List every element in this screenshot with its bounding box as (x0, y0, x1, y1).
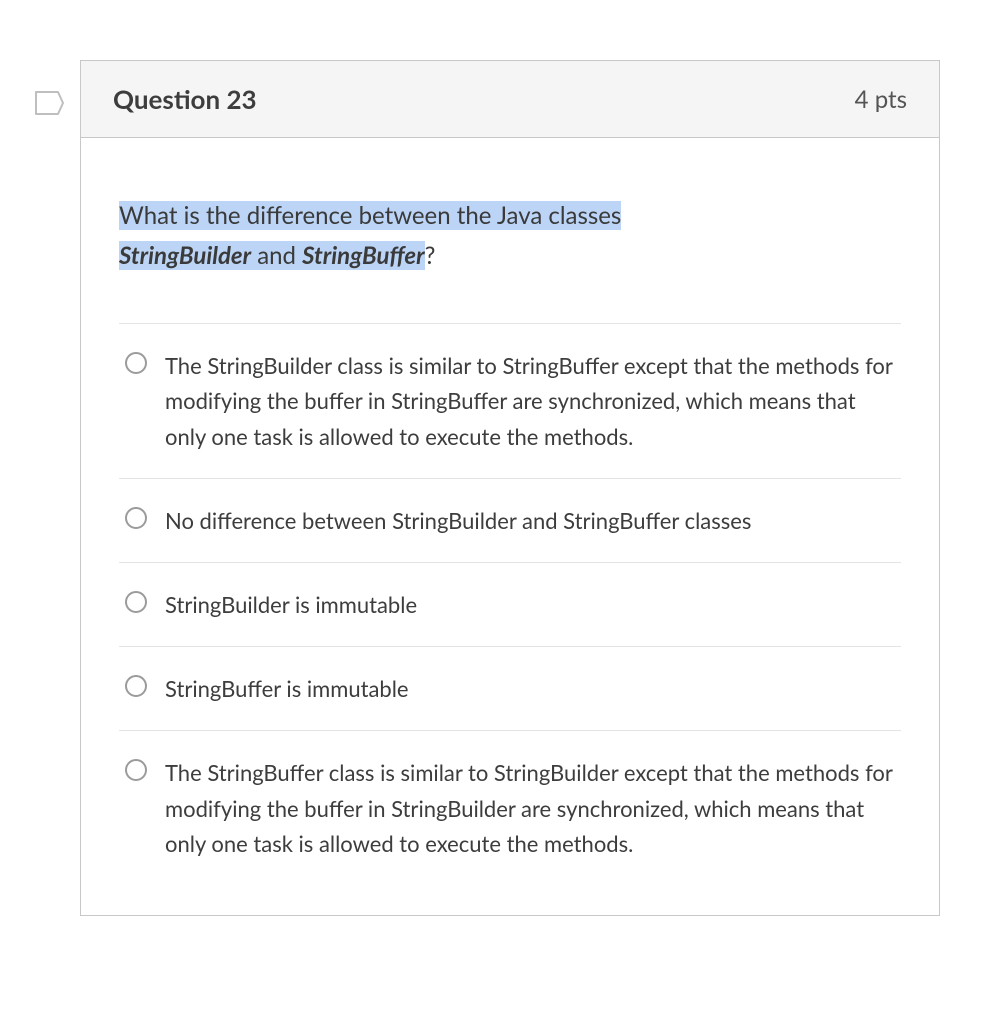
answer-option[interactable]: The StringBuffer class is similar to Str… (119, 731, 901, 885)
answer-option[interactable]: The StringBuilder class is similar to St… (119, 324, 901, 479)
answers-list: The StringBuilder class is similar to St… (119, 323, 901, 885)
prompt-term2: StringBuffer (302, 241, 424, 270)
question-card: Question 23 4 pts What is the difference… (80, 60, 940, 916)
radio-button[interactable] (125, 352, 147, 374)
answer-option[interactable]: StringBuilder is immutable (119, 563, 901, 647)
bookmark-flag-icon[interactable] (34, 90, 64, 116)
question-points: 4 pts (855, 85, 907, 114)
prompt-line2-highlight: StringBuilder and StringBuffer (119, 241, 425, 270)
question-header: Question 23 4 pts (81, 61, 939, 138)
prompt-line1: What is the difference between the Java … (119, 201, 621, 230)
answer-text: The StringBuilder class is similar to St… (165, 348, 895, 454)
question-prompt: What is the difference between the Java … (119, 196, 901, 275)
radio-button[interactable] (125, 507, 147, 529)
prompt-joiner: and (251, 241, 302, 270)
question-body: What is the difference between the Java … (81, 138, 939, 915)
prompt-term1: StringBuilder (119, 241, 251, 270)
answer-text: StringBuffer is immutable (165, 671, 409, 706)
radio-button[interactable] (125, 591, 147, 613)
answer-option[interactable]: StringBuffer is immutable (119, 647, 901, 731)
answer-option[interactable]: No difference between StringBuilder and … (119, 479, 901, 563)
answer-text: The StringBuffer class is similar to Str… (165, 755, 895, 861)
answer-text: StringBuilder is immutable (165, 587, 417, 622)
page: Question 23 4 pts What is the difference… (0, 0, 982, 1024)
radio-button[interactable] (125, 675, 147, 697)
prompt-qmark: ? (425, 241, 436, 270)
question-title: Question 23 (113, 83, 257, 115)
radio-button[interactable] (125, 759, 147, 781)
answer-text: No difference between StringBuilder and … (165, 503, 751, 538)
